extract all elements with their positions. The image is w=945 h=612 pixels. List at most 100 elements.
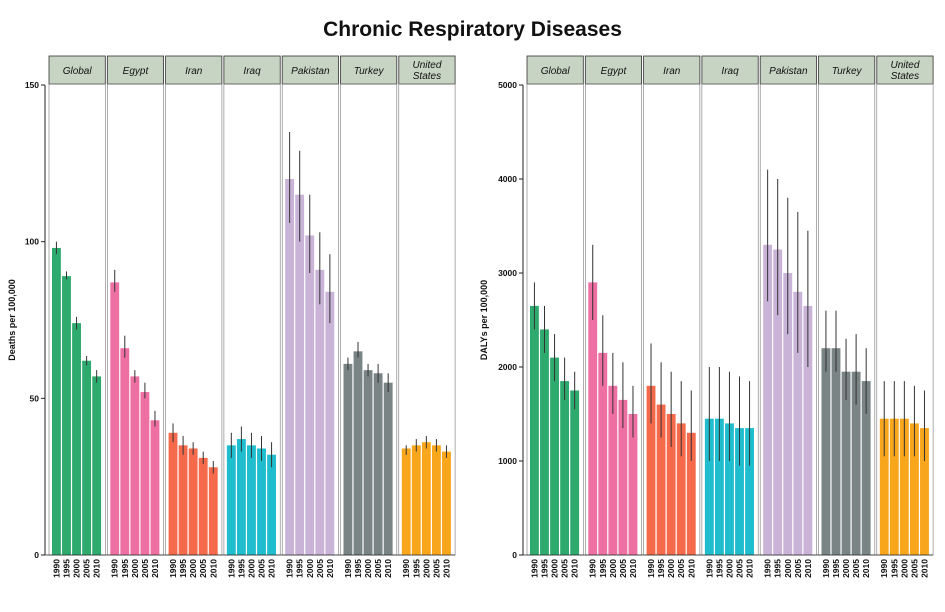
x-tick-label: 2005 xyxy=(82,559,92,578)
bar xyxy=(530,305,539,555)
bar xyxy=(421,442,431,555)
bar xyxy=(208,467,218,555)
x-tick-label: 2000 xyxy=(666,559,676,578)
x-tick-label: 2000 xyxy=(305,559,315,578)
x-tick-label: 2010 xyxy=(267,559,277,578)
bar xyxy=(656,404,666,555)
panel-header xyxy=(818,55,876,85)
panel-label: Iran xyxy=(663,66,681,77)
x-tick-label: 1995 xyxy=(120,559,130,578)
x-tick-label: 1995 xyxy=(236,559,246,578)
panel-label: Global xyxy=(63,66,93,77)
y-tick-label: 50 xyxy=(30,393,40,403)
bar xyxy=(793,291,803,555)
panel-header xyxy=(48,55,106,85)
bar xyxy=(257,448,266,555)
bar xyxy=(714,418,724,555)
x-tick-label: 1995 xyxy=(773,559,783,578)
x-tick-label: 2005 xyxy=(851,559,861,578)
bar xyxy=(188,448,198,555)
panel-iran: Iran 1990 1995 2000 2005 2010 xyxy=(165,55,223,578)
x-tick-label: 1990 xyxy=(285,559,295,578)
bar xyxy=(130,376,140,555)
x-tick-label: 2000 xyxy=(246,559,256,578)
panel-label: United xyxy=(890,60,919,71)
x-tick-label: 2000 xyxy=(130,559,140,578)
chart-title: Chronic Respiratory Diseases xyxy=(323,18,622,41)
bar xyxy=(821,348,831,555)
x-tick-label: 1995 xyxy=(656,559,666,578)
bar xyxy=(773,249,783,555)
panel-iraq: Iraq 1990 1995 2000 2005 2010 xyxy=(223,55,281,578)
bar xyxy=(343,363,353,555)
panel-label: States xyxy=(891,71,919,82)
x-tick-label: 1990 xyxy=(343,559,353,578)
panel-egypt: Egypt 1990 1995 2000 2005 2010 xyxy=(106,55,165,578)
bar xyxy=(178,445,188,555)
bar xyxy=(52,247,61,555)
x-tick-label: 2005 xyxy=(140,559,150,578)
bar xyxy=(686,432,696,555)
x-tick-label: 1990 xyxy=(704,559,714,578)
x-tick-label: 2005 xyxy=(618,559,628,578)
x-tick-label: 1995 xyxy=(178,559,188,578)
y-tick-label: 3000 xyxy=(498,268,517,278)
bar xyxy=(909,423,919,555)
x-tick-label: 1990 xyxy=(879,559,889,578)
panel-global: Global 1990 1995 2000 2005 2010 xyxy=(48,55,106,578)
x-tick-label: 2010 xyxy=(628,559,638,578)
bar xyxy=(411,445,421,555)
x-tick-label: 2000 xyxy=(899,559,909,578)
panel-header xyxy=(165,55,223,85)
panel-egypt: Egypt 1990 1995 2000 2005 2010 xyxy=(584,55,642,578)
y-tick-label: 4000 xyxy=(498,174,517,184)
bar xyxy=(226,445,236,555)
bar xyxy=(62,276,71,555)
bar xyxy=(920,428,929,555)
panel-label: Egypt xyxy=(123,66,150,77)
bar xyxy=(783,273,793,555)
x-tick-label: 1995 xyxy=(539,559,549,578)
x-tick-label: 2005 xyxy=(793,559,803,578)
x-tick-label: 1990 xyxy=(226,559,236,578)
bar xyxy=(851,371,861,555)
bar xyxy=(899,418,909,555)
panel-label: Pakistan xyxy=(291,66,330,77)
x-tick-label: 2005 xyxy=(735,559,745,578)
bar xyxy=(267,454,276,555)
x-tick-label: 2005 xyxy=(676,559,686,578)
y-tick-label: 2000 xyxy=(498,362,517,372)
x-tick-label: 2005 xyxy=(257,559,267,578)
x-tick-label: 2010 xyxy=(92,559,102,578)
x-tick-label: 2010 xyxy=(150,559,160,578)
bar xyxy=(628,414,638,555)
bar xyxy=(745,428,754,555)
bar xyxy=(763,244,773,556)
x-tick-label: 2000 xyxy=(608,559,618,578)
bar xyxy=(803,305,813,555)
panel-pakistan: Pakistan 1990 1995 2000 2005 2010 xyxy=(281,55,339,578)
x-tick-label: 2000 xyxy=(550,559,560,578)
panel-header xyxy=(701,55,759,85)
x-tick-label: 1990 xyxy=(588,559,598,578)
bar xyxy=(431,445,441,555)
chart-dalys: 0 1000 2000 3000 4000 5000 DALYs per 100,000 Gl… xyxy=(479,55,934,578)
y-tick-label: 150 xyxy=(25,80,39,90)
panel-header xyxy=(398,55,456,85)
bar xyxy=(676,423,686,555)
panel-header xyxy=(584,55,642,85)
x-tick-label: 1995 xyxy=(411,559,421,578)
panel-turkey: Turkey 1990 1995 2000 2005 2010 xyxy=(818,55,876,578)
panel-header xyxy=(281,55,339,85)
x-tick-label: 2010 xyxy=(803,559,813,578)
bar xyxy=(401,448,411,555)
bar xyxy=(831,348,841,555)
x-tick-label: 2010 xyxy=(383,559,393,578)
bar xyxy=(363,370,373,555)
x-tick-label: 2005 xyxy=(198,559,208,578)
x-tick-label: 2000 xyxy=(421,559,431,578)
